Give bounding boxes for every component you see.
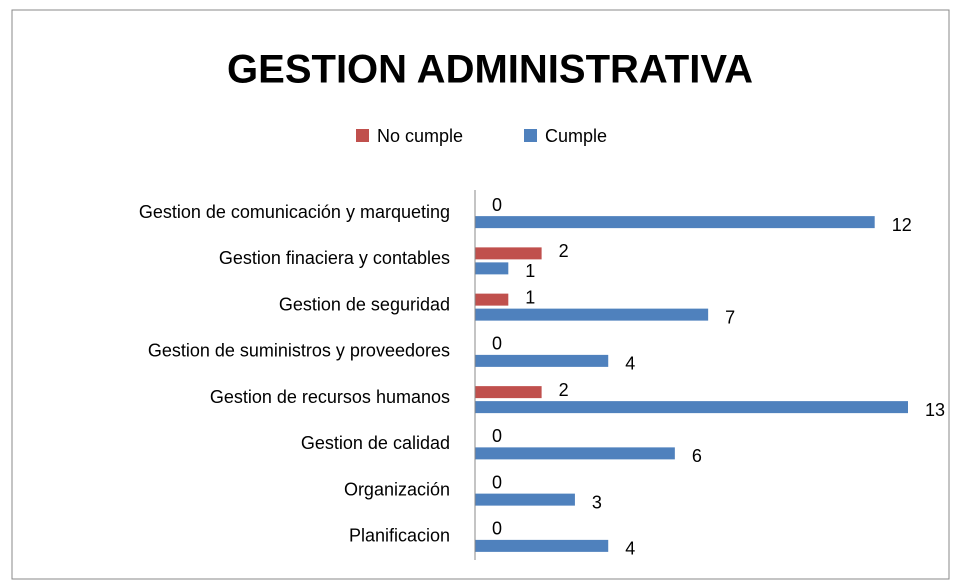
data-label: 2 — [559, 380, 569, 400]
bar — [475, 401, 908, 414]
data-label: 4 — [625, 539, 635, 559]
bar — [475, 539, 609, 552]
legend-swatch — [524, 129, 537, 142]
bar — [475, 262, 509, 275]
y-tick-label: Gestion de comunicación y marqueting — [139, 202, 450, 222]
bar — [475, 308, 709, 321]
data-label: 2 — [559, 241, 569, 261]
data-label: 1 — [525, 287, 535, 307]
y-tick-label: Gestion de calidad — [301, 433, 450, 453]
bar — [475, 354, 609, 367]
bar — [475, 247, 542, 260]
y-tick-label: Planificacion — [349, 526, 450, 546]
data-label: 1 — [525, 261, 535, 281]
bar — [475, 493, 575, 506]
legend-label: Cumple — [545, 126, 607, 146]
data-label: 3 — [592, 492, 602, 512]
legend-label: No cumple — [377, 126, 463, 146]
y-tick-label: Gestion de recursos humanos — [210, 387, 450, 407]
data-label: 13 — [925, 400, 945, 420]
data-label: 0 — [492, 334, 502, 354]
y-tick-label: Organización — [344, 479, 450, 499]
bar — [475, 386, 542, 399]
y-tick-label: Gestion de suministros y proveedores — [148, 341, 450, 361]
bar — [475, 447, 675, 460]
y-tick-label: Gestion de seguridad — [279, 294, 450, 314]
data-label: 6 — [692, 446, 702, 466]
data-label: 0 — [492, 519, 502, 539]
data-label: 4 — [625, 354, 635, 374]
data-label: 12 — [892, 215, 912, 235]
data-label: 0 — [492, 426, 502, 446]
legend-swatch — [356, 129, 369, 142]
chart-title: GESTION ADMINISTRATIVA — [227, 48, 753, 92]
bar — [475, 293, 509, 306]
data-label: 0 — [492, 195, 502, 215]
y-tick-label: Gestion finaciera y contables — [219, 248, 450, 268]
bar — [475, 216, 875, 229]
data-label: 0 — [492, 472, 502, 492]
data-label: 7 — [725, 307, 735, 327]
